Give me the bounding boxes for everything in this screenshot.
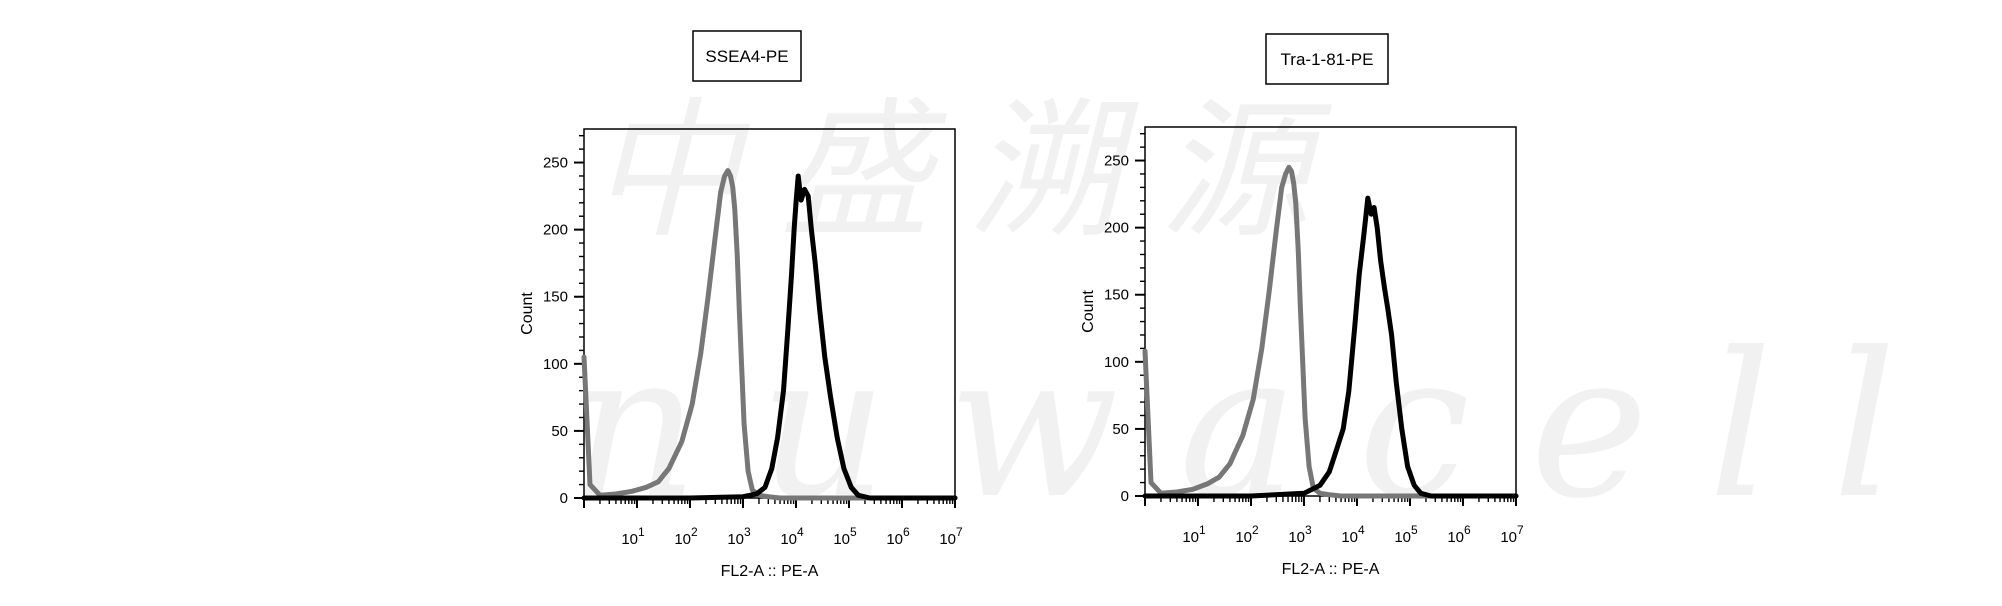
y-axis-label: Count xyxy=(519,292,536,335)
y-tick-label: 100 xyxy=(1104,354,1129,371)
y-tick-label: 0 xyxy=(560,490,568,507)
y-axis-label: Count xyxy=(1080,290,1097,333)
x-tick-label: 107 xyxy=(939,525,963,548)
y-tick-label: 0 xyxy=(1121,488,1129,505)
title-box xyxy=(692,30,802,82)
y-tick-label: 150 xyxy=(543,289,568,306)
histogram-panel-1: SSEA4-PE 0 50 100 150 200 250 101 102 103 104 105 10… xyxy=(519,30,963,580)
plot-frame xyxy=(583,128,956,499)
y-tick-label: 200 xyxy=(543,222,568,239)
histogram-panel-2: Tra-1-81-PE 0 50 100 150 200 250 101 102 103 104 10… xyxy=(1080,33,1524,578)
y-tick-label: 250 xyxy=(543,155,568,172)
x-axis-label: FL2-A :: PE-A xyxy=(721,563,819,580)
y-tick-label: 50 xyxy=(551,423,568,440)
stained-sample-histogram xyxy=(581,173,958,501)
x-tick-label: 103 xyxy=(727,525,751,548)
isotype-control-histogram xyxy=(1142,164,1519,499)
x-tick-label: 101 xyxy=(621,525,645,548)
y-tick-label: 250 xyxy=(1104,153,1129,170)
y-tick-label: 150 xyxy=(1104,287,1129,304)
x-tick-label: 104 xyxy=(1341,523,1365,546)
x-tick-label: 106 xyxy=(886,525,910,548)
x-tick-label: 106 xyxy=(1447,523,1471,546)
x-tick-label: 103 xyxy=(1288,523,1312,546)
x-tick-label: 107 xyxy=(1500,523,1524,546)
stained-sample-histogram xyxy=(1142,195,1519,499)
y-tick-label: 100 xyxy=(543,356,568,373)
title-box xyxy=(1265,33,1389,85)
chart-title: SSEA4-PE xyxy=(705,47,788,66)
x-tick-label: 101 xyxy=(1182,523,1206,546)
chart-title: Tra-1-81-PE xyxy=(1281,50,1374,69)
x-axis-label: FL2-A :: PE-A xyxy=(1282,561,1380,578)
x-tick-label: 105 xyxy=(1394,523,1418,546)
isotype-control-histogram xyxy=(581,168,958,501)
x-tick-label: 102 xyxy=(674,525,698,548)
x-tick-label: 105 xyxy=(833,525,857,548)
y-tick-label: 200 xyxy=(1104,220,1129,237)
plot-frame xyxy=(1144,126,1517,497)
x-tick-label: 104 xyxy=(780,525,804,548)
x-tick-label: 102 xyxy=(1235,523,1259,546)
y-tick-label: 50 xyxy=(1112,421,1129,438)
